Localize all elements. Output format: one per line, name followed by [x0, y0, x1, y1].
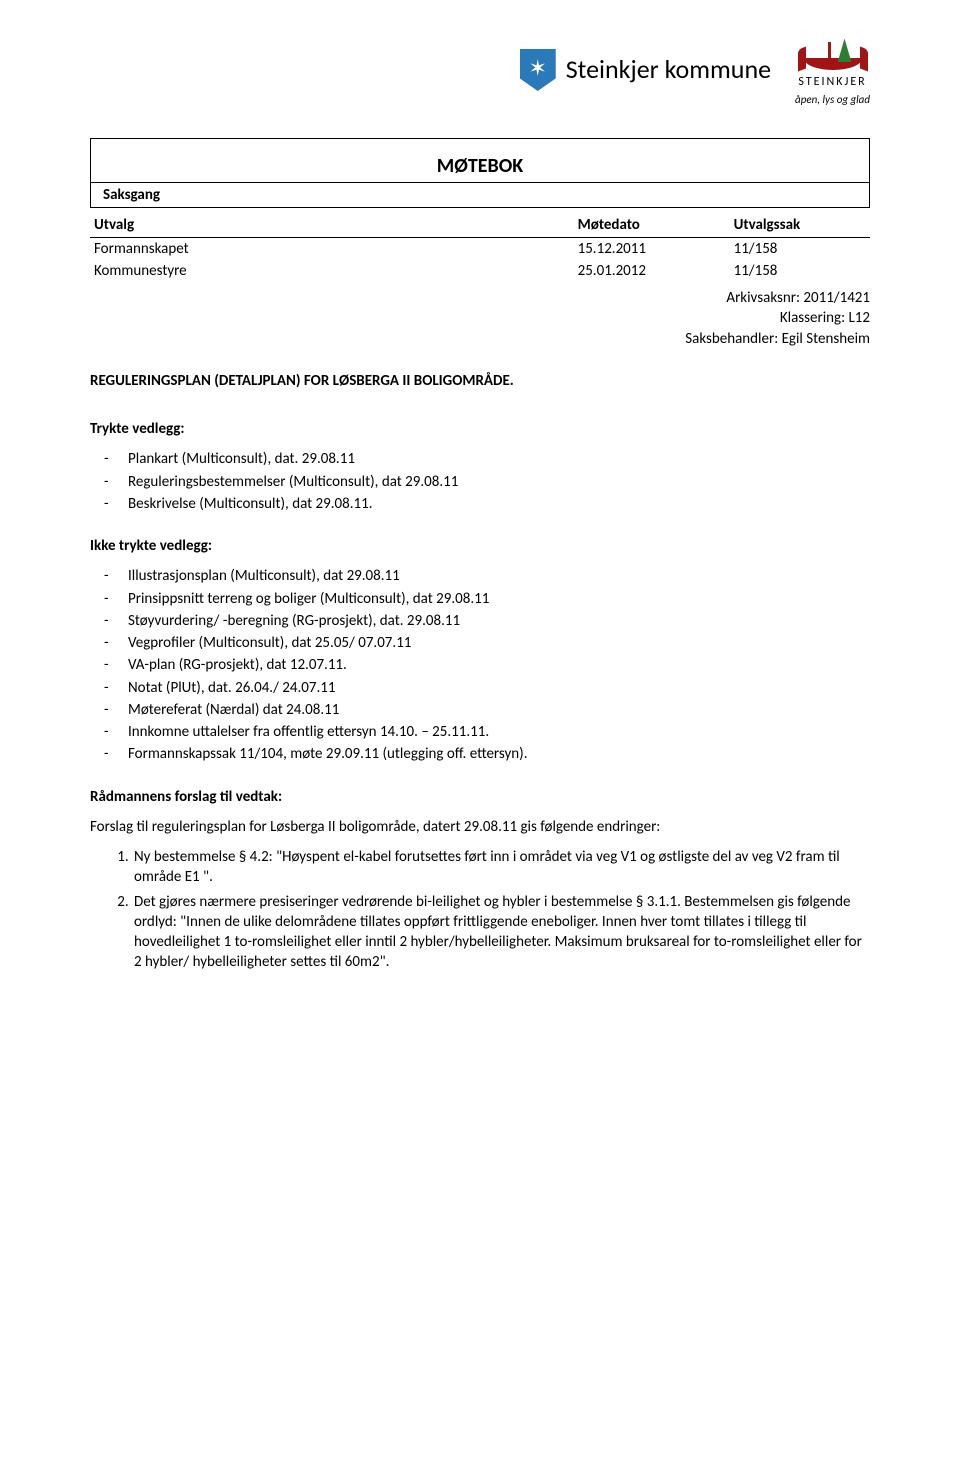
kommune-name: Steinkjer kommune	[566, 52, 771, 87]
list-item: Innkomne uttalelser fra offentlig etters…	[128, 722, 870, 742]
header-logos: Steinkjer kommune STEINKJER åpen, lys og…	[90, 30, 870, 110]
document-page: Steinkjer kommune STEINKJER åpen, lys og…	[0, 0, 960, 1017]
list-item: Illustrasjonsplan (Multiconsult), dat 29…	[128, 566, 870, 586]
doc-title: MØTEBOK	[437, 154, 523, 178]
ikke-trykte-list: Illustrasjonsplan (Multiconsult), dat 29…	[90, 566, 870, 764]
table-row: Kommunestyre 25.01.2012 11/158	[90, 260, 870, 282]
meta-saksbehandler: Saksbehandler: Egil Stensheim	[90, 329, 870, 349]
list-item: Prinsippsnitt terreng og boliger (Multic…	[128, 589, 870, 609]
doc-subtitle: Saksgang	[103, 186, 160, 204]
list-item: Reguleringsbestemmelser (Multiconsult), …	[128, 472, 870, 492]
right-logo-slogan: åpen, lys og glad	[795, 93, 870, 108]
forslag-intro: Forslag til reguleringsplan for Løsberga…	[90, 817, 870, 837]
th-utvalg: Utvalg	[90, 214, 574, 237]
list-item: Møtereferat (Nærdal) dat 24.08.11	[128, 700, 870, 720]
list-item: VA-plan (RG-prosjekt), dat 12.07.11.	[128, 655, 870, 675]
list-item: Formannskapssak 11/104, møte 29.09.11 (u…	[128, 744, 870, 764]
table-row: Formannskapet 15.12.2011 11/158	[90, 237, 870, 260]
list-item: Vegprofiler (Multiconsult), dat 25.05/ 0…	[128, 633, 870, 653]
list-item: Det gjøres nærmere presiseringer vedrøre…	[132, 892, 870, 973]
table-header-row: Utvalg Møtedato Utvalgssak	[90, 214, 870, 237]
meta-klassering: Klassering: L12	[90, 308, 870, 328]
trykte-heading: Trykte vedlegg:	[90, 419, 870, 439]
right-logo-title: STEINKJER	[798, 74, 866, 90]
cell-dato: 15.12.2011	[574, 237, 730, 260]
cell-sak: 11/158	[730, 260, 870, 282]
case-title: REGULERINGSPLAN (DETALJPLAN) FOR LØSBERG…	[90, 371, 870, 391]
list-item: Notat (PlUt), dat. 26.04./ 24.07.11	[128, 678, 870, 698]
trykte-list: Plankart (Multiconsult), dat. 29.08.11 R…	[90, 449, 870, 514]
forslag-heading: Rådmannens forslag til vedtak:	[90, 787, 870, 807]
list-item: Støyvurdering/ -beregning (RG-prosjekt),…	[128, 611, 870, 631]
cell-sak: 11/158	[730, 237, 870, 260]
forslag-list: Ny bestemmelse § 4.2: "Høyspent el-kabel…	[90, 847, 870, 973]
meta-block: Arkivsaksnr: 2011/1421 Klassering: L12 S…	[90, 288, 870, 349]
meeting-table: Utvalg Møtedato Utvalgssak Formannskapet…	[90, 214, 870, 282]
logo-steinkjer-city: STEINKJER åpen, lys og glad	[795, 32, 870, 107]
cell-utvalg: Formannskapet	[90, 237, 574, 260]
list-item: Beskrivelse (Multiconsult), dat 29.08.11…	[128, 494, 870, 514]
cell-utvalg: Kommunestyre	[90, 260, 574, 282]
ikke-trykte-heading: Ikke trykte vedlegg:	[90, 536, 870, 556]
shield-icon	[520, 49, 556, 91]
cell-dato: 25.01.2012	[574, 260, 730, 282]
viking-ship-icon	[798, 32, 868, 72]
doc-title-box: MØTEBOK	[90, 138, 870, 183]
th-dato: Møtedato	[574, 214, 730, 237]
doc-subtitle-bar: Saksgang	[90, 183, 870, 208]
meta-arkiv: Arkivsaksnr: 2011/1421	[90, 288, 870, 308]
list-item: Plankart (Multiconsult), dat. 29.08.11	[128, 449, 870, 469]
logo-steinkjer-kommune: Steinkjer kommune	[520, 49, 771, 91]
list-item: Ny bestemmelse § 4.2: "Høyspent el-kabel…	[132, 847, 870, 888]
th-sak: Utvalgssak	[730, 214, 870, 237]
